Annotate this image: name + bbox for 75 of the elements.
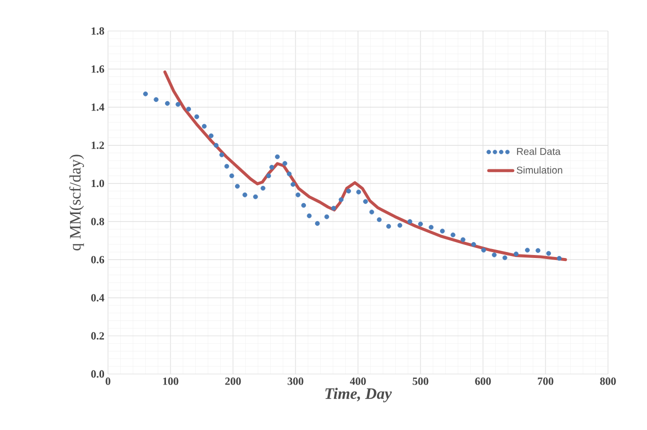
point	[282, 161, 288, 166]
point	[164, 101, 170, 106]
point	[266, 173, 272, 178]
point	[301, 202, 306, 208]
x-tick-label: 300	[288, 378, 304, 385]
y-tick-label: 1.8	[92, 27, 104, 35]
point	[397, 222, 402, 228]
point	[154, 97, 159, 102]
point	[376, 217, 382, 222]
point	[363, 199, 368, 204]
point	[176, 102, 180, 107]
x-tick-label: 400	[350, 378, 366, 385]
y-tick-label: 1.6	[92, 65, 104, 73]
point	[418, 222, 423, 226]
point	[186, 106, 192, 112]
point	[194, 114, 200, 120]
y-tick-label: 0.8	[91, 218, 104, 226]
x-tick-label: 0	[106, 378, 110, 385]
x-tick-label: 600	[475, 378, 491, 385]
point	[242, 192, 248, 198]
point	[356, 190, 362, 194]
point	[502, 255, 508, 260]
point	[219, 152, 224, 158]
point	[224, 164, 230, 169]
point	[407, 219, 412, 224]
point	[428, 224, 434, 230]
line-series	[163, 70, 567, 262]
point	[274, 154, 280, 160]
y-tick-label: 0.6	[91, 256, 104, 264]
point	[260, 186, 266, 191]
point	[314, 221, 320, 226]
y-tick-label: 0.2	[91, 332, 104, 340]
point	[471, 242, 476, 247]
legend-label: Simulation	[516, 166, 562, 174]
point	[546, 250, 552, 256]
point	[214, 142, 219, 148]
y-tick-label: 1.2	[92, 142, 104, 150]
point	[460, 237, 466, 242]
point	[324, 214, 330, 220]
x-tick-label: 100	[163, 378, 178, 385]
point	[514, 252, 519, 256]
point	[440, 228, 445, 234]
point	[202, 124, 207, 129]
legend-label: Real Data	[517, 148, 561, 155]
y-tick-label: 0.4	[91, 294, 104, 302]
y-axis-title: q MM(scf/day)	[69, 154, 84, 250]
point	[296, 192, 300, 198]
x-tick-label: 200	[225, 378, 241, 385]
point	[524, 248, 530, 253]
point	[306, 213, 312, 218]
point	[143, 91, 148, 96]
point	[208, 133, 214, 138]
point	[229, 173, 234, 178]
point	[556, 256, 562, 261]
y-tick-label: 1.0	[92, 180, 104, 188]
point	[290, 182, 296, 187]
x-axis-title: Time, Day	[325, 388, 392, 402]
point	[338, 197, 344, 202]
point	[369, 210, 374, 214]
point	[346, 188, 352, 194]
point	[492, 252, 497, 258]
point	[269, 164, 274, 170]
point	[450, 232, 456, 238]
x-tick-label: 800	[600, 378, 616, 385]
point	[386, 224, 392, 229]
point	[331, 206, 336, 211]
y-tick-label: 1.4	[92, 104, 104, 111]
point	[481, 248, 486, 253]
point	[286, 172, 292, 176]
x-tick-label: 500	[412, 378, 428, 385]
y-tick-label: 0.0	[91, 370, 104, 378]
x-tick-label: 700	[538, 378, 554, 385]
point	[536, 248, 540, 253]
point	[253, 194, 258, 200]
point	[234, 184, 240, 189]
